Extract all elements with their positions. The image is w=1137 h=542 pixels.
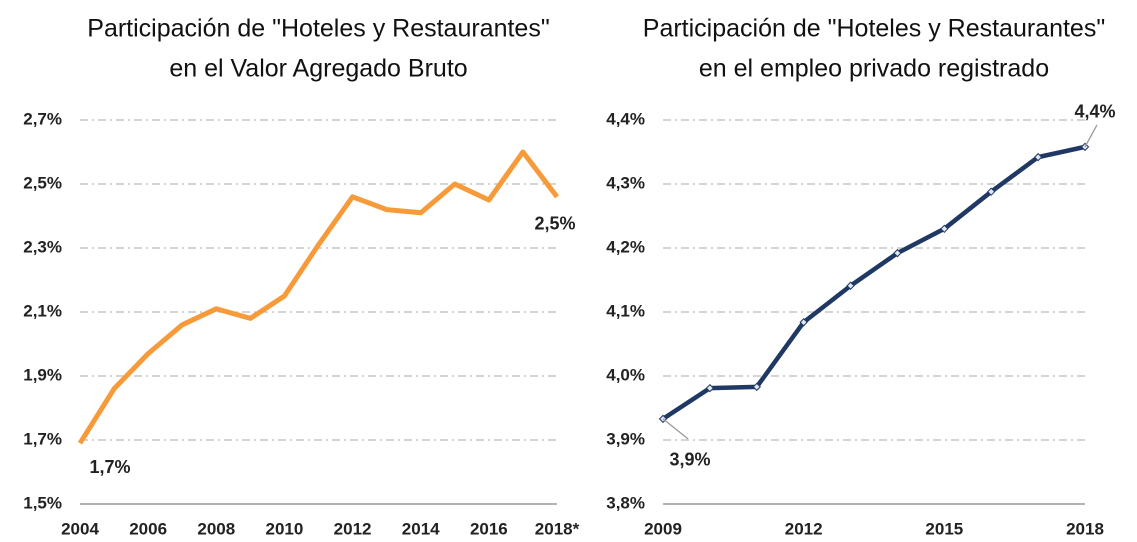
marker — [940, 224, 949, 234]
y-tick-label: 2,3% — [23, 237, 62, 256]
y-tick-label: 4,0% — [606, 365, 645, 384]
x-tick-label: 2009 — [644, 519, 682, 538]
y-tick-label: 4,3% — [606, 173, 645, 192]
chart-title: en el Valor Agregado Bruto — [169, 55, 467, 83]
y-tick-label: 1,5% — [23, 493, 62, 512]
chart-title: Participación de "Hoteles y Restaurantes… — [643, 15, 1105, 43]
data-label: 3,9% — [669, 450, 710, 470]
marker — [1033, 152, 1043, 162]
y-tick-label: 4,4% — [606, 109, 645, 128]
chart-title: en el empleo privado registrado — [699, 55, 1049, 83]
y-tick-label: 3,9% — [606, 429, 645, 448]
x-tick-label: 2014 — [402, 519, 440, 538]
marker — [705, 383, 715, 393]
y-tick-label: 4,2% — [606, 237, 645, 256]
x-tick-label: 2018 — [1066, 519, 1104, 538]
y-tick-label: 2,1% — [23, 301, 62, 320]
x-tick-label: 2008 — [197, 519, 235, 538]
data-label: 4,4% — [1074, 102, 1115, 122]
y-tick-label: 3,8% — [606, 493, 645, 512]
data-label: 1,7% — [89, 457, 130, 477]
marker — [846, 281, 855, 290]
marker — [987, 187, 996, 196]
x-tick-label: 2010 — [266, 519, 304, 538]
x-tick-label: 2016 — [470, 519, 508, 538]
chart-title: Participación de "Hoteles y Restaurantes… — [87, 15, 549, 43]
y-tick-label: 1,9% — [23, 365, 62, 384]
x-tick-label: 2006 — [129, 519, 167, 538]
y-tick-label: 2,7% — [23, 109, 62, 128]
x-tick-label: 2012 — [785, 519, 823, 538]
series-line — [77, 149, 559, 445]
x-tick-label: 2015 — [925, 519, 963, 538]
marker — [893, 248, 902, 258]
y-tick-label: 2,5% — [23, 173, 62, 192]
data-label: 2,5% — [534, 214, 575, 234]
series-line — [661, 144, 1086, 421]
y-tick-label: 4,1% — [606, 301, 645, 320]
x-tick-label: 2018* — [535, 519, 580, 538]
leader-line — [1084, 124, 1098, 148]
leader-line — [662, 418, 689, 440]
marker — [752, 382, 761, 392]
marker — [799, 318, 808, 327]
y-tick-label: 1,7% — [23, 429, 62, 448]
x-tick-label: 2004 — [61, 519, 99, 538]
x-tick-label: 2012 — [334, 519, 372, 538]
